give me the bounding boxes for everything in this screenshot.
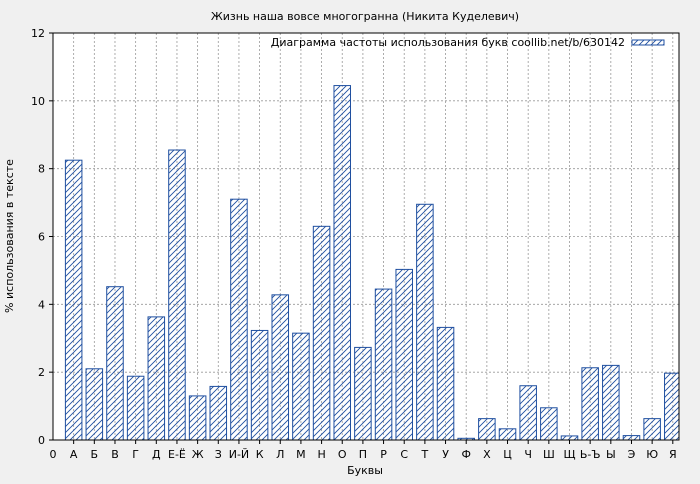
bar (106, 286, 124, 441)
x-tick-label: К (256, 448, 264, 461)
bar (209, 385, 228, 441)
y-tick-label: 8 (38, 163, 45, 176)
x-tick-label: Б (91, 448, 99, 461)
legend-label: Диаграмма частоты использования букв coo… (271, 36, 625, 49)
x-tick-label: Я (669, 448, 677, 461)
x-axis-label: Буквы (347, 464, 383, 477)
bar (354, 346, 372, 441)
x-tick-label: М (296, 448, 306, 461)
bar (436, 326, 455, 441)
chart-title: Жизнь наша вовсе многогранна (Никита Куд… (211, 10, 519, 23)
bar (64, 159, 83, 441)
bar (498, 428, 517, 441)
y-tick-label: 0 (38, 434, 45, 447)
y-axis: 0 2 4 6 8 10 12 (31, 27, 53, 447)
x-tick-label: Д (152, 448, 161, 461)
bar (664, 372, 680, 441)
x-axis: 0 А Б В Г Д Е-Ё Ж З И-Й К Л М Н О П Р С Т У Ф Х Ц Ч Ш Щ Ь-Ъ Ы Э Ю Я (50, 440, 677, 461)
bar (374, 288, 393, 441)
x-tick-label: В (111, 448, 119, 461)
x-tick-label: А (70, 448, 78, 461)
bar (395, 268, 413, 441)
y-tick-label: 2 (38, 366, 45, 379)
bar (602, 364, 620, 441)
y-tick-label: 4 (38, 298, 45, 311)
bar (230, 198, 248, 441)
legend-swatch (631, 39, 665, 46)
x-tick-label: Щ (563, 448, 575, 461)
x-tick-label: Ж (192, 448, 204, 461)
x-tick-label: Л (276, 448, 284, 461)
y-axis-label: % использования в тексте (3, 159, 16, 313)
x-tick-label: П (359, 448, 367, 461)
y-tick-label: 10 (31, 95, 45, 108)
bar (416, 203, 434, 441)
x-tick-label: Э (628, 448, 636, 461)
x-tick-label: Т (421, 448, 429, 461)
x-tick-label: Ф (461, 448, 470, 461)
x-tick-label: И-Й (229, 448, 249, 461)
bar (622, 435, 641, 441)
bar (333, 85, 352, 441)
x-tick-label: Ю (646, 448, 658, 461)
bar (188, 395, 207, 441)
bar (147, 316, 166, 441)
x-tick-label: Ш (543, 448, 555, 461)
x-tick-label: Ы (606, 448, 616, 461)
x-tick-label: Х (483, 448, 491, 461)
x-tick-label: Г (132, 448, 139, 461)
legend: Диаграмма частоты использования букв coo… (271, 36, 665, 49)
x-tick-label: О (338, 448, 347, 461)
bar (85, 368, 104, 441)
x-tick-label: Е-Ё (168, 448, 186, 461)
bar (292, 332, 310, 441)
x-tick-label: Р (380, 448, 387, 461)
y-tick-label: 12 (31, 27, 45, 40)
bar (519, 385, 537, 441)
x-tick-label: Ь-Ъ (580, 448, 601, 461)
bar (540, 407, 558, 441)
x-tick-label: Н (317, 448, 325, 461)
bar (560, 435, 579, 441)
bar (126, 375, 145, 441)
bar (478, 418, 496, 441)
bar (581, 367, 599, 441)
x-tick-label: С (400, 448, 408, 461)
x-tick-label: У (442, 448, 449, 461)
x-tick-label: Ц (503, 448, 512, 461)
bar (250, 329, 269, 441)
x-tick-label: З (215, 448, 222, 461)
y-tick-label: 6 (38, 231, 45, 244)
bar (168, 149, 186, 441)
bar (271, 294, 290, 441)
x-tick-label: Ч (524, 448, 532, 461)
bar (312, 225, 331, 441)
bar (643, 418, 661, 441)
x-tick-label: 0 (50, 448, 57, 461)
